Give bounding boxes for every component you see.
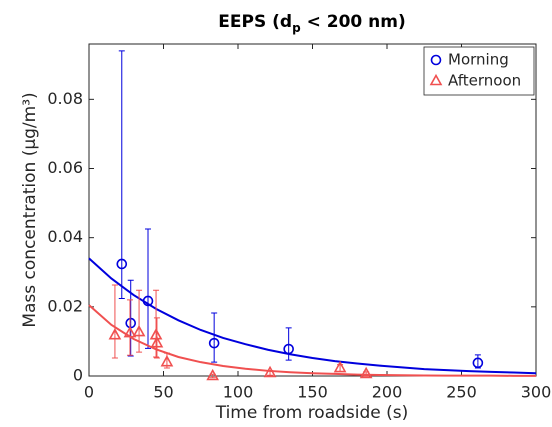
point [123,325,137,338]
error-bar-lower [209,376,216,379]
x-tick-label: 0 [84,383,94,402]
point [472,357,484,369]
legend-label: Afternoon [448,72,521,90]
point [283,343,294,355]
legend-label: Morning [448,51,509,69]
point [208,337,220,349]
error-bar-upper [127,279,134,324]
error-bar-upper [153,289,160,336]
fit-curve [88,257,537,375]
y-tick-label: 0.06 [47,158,83,177]
error-bar-upper [118,50,125,264]
point [263,365,277,378]
error-bar-upper [111,284,118,336]
x-tick-label: 150 [297,383,328,402]
error-bar-lower [211,343,218,363]
x-tick-label: 300 [521,383,552,402]
error-bar-lower [363,373,370,377]
title-end: < 200 nm) [301,12,406,32]
error-bar-lower [267,372,274,376]
y-tick-label: 0.08 [47,89,83,108]
fit-curve [88,304,537,377]
title-subscript: p [292,21,301,35]
point [116,258,128,270]
y-tick-label: 0 [73,366,83,385]
title-main: EEPS (d [218,12,292,32]
point [142,295,154,307]
point [333,360,347,373]
error-bar-lower [153,343,160,359]
legend-box [423,46,535,96]
error-bar-lower [118,263,125,300]
error-bar-upper [285,327,292,350]
x-tick-label: 100 [223,383,254,402]
point [132,324,146,337]
error-bar-upper [145,228,152,301]
x-tick-label: 200 [372,383,403,402]
y-tick-label: 0.02 [47,296,83,315]
legend-marker [430,54,442,66]
y-axis-label: Mass concentration (μg/m³) [20,92,40,327]
y-tick-label: 0.04 [47,227,83,246]
error-bar-lower [145,300,152,349]
plot-area [88,43,537,377]
point [108,328,122,340]
error-bar-lower [285,349,292,361]
x-axis-label: Time from roadside (s) [215,403,409,423]
point [206,368,220,381]
point [150,335,164,348]
point [160,355,174,367]
x-tick-label: 50 [153,383,173,402]
point [359,366,373,379]
x-tick-label: 250 [446,383,477,402]
chart-title: EEPS (dp < 200 nm) [218,12,405,35]
legend-marker [429,73,443,86]
